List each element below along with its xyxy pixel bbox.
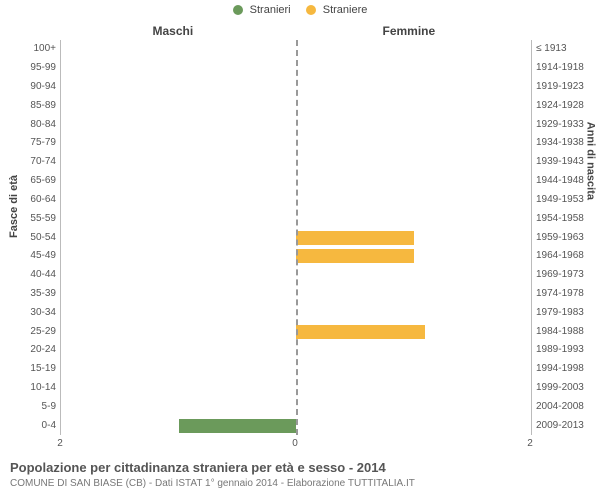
y-tick-age: 85-89	[30, 100, 56, 111]
y-tick-age: 35-39	[30, 288, 56, 299]
legend-male: Stranieri	[233, 4, 291, 16]
y-tick-birthyear: 1984-1988	[536, 326, 584, 337]
column-title-female: Femmine	[383, 24, 436, 38]
y-tick-birthyear: 1974-1978	[536, 288, 584, 299]
y-tick-birthyear: 1949-1953	[536, 194, 584, 205]
y-tick-birthyear: 1929-1933	[536, 119, 584, 130]
y-tick-birthyear: 1939-1943	[536, 156, 584, 167]
y-tick-birthyear: 2004-2008	[536, 401, 584, 412]
y-tick-birthyear: 1994-1998	[536, 363, 584, 374]
y-tick-birthyear: 1964-1968	[536, 250, 584, 261]
y-tick-birthyear: 1969-1973	[536, 269, 584, 280]
column-title-male: Maschi	[153, 24, 194, 38]
y-tick-birthyear: 2009-2013	[536, 420, 584, 431]
chart-area	[60, 40, 532, 435]
y-tick-age: 0-4	[42, 420, 56, 431]
y-tick-age: 60-64	[30, 194, 56, 205]
chart-container: Stranieri Straniere Maschi Femmine Fasce…	[0, 0, 600, 500]
x-tick: 2	[57, 438, 63, 449]
circle-icon	[233, 5, 243, 15]
y-tick-age: 70-74	[30, 156, 56, 167]
y-tick-age: 90-94	[30, 81, 56, 92]
y-tick-birthyear: 1944-1948	[536, 175, 584, 186]
y-tick-birthyear: 1979-1983	[536, 307, 584, 318]
y-tick-birthyear: 1934-1938	[536, 137, 584, 148]
y-axis-label-left: Fasce di età	[8, 175, 20, 238]
y-tick-birthyear: 1999-2003	[536, 382, 584, 393]
bar-female	[296, 231, 414, 245]
y-tick-birthyear: 1919-1923	[536, 81, 584, 92]
y-tick-age: 65-69	[30, 175, 56, 186]
bar-female	[296, 249, 414, 263]
y-tick-age: 5-9	[42, 401, 56, 412]
y-tick-age: 25-29	[30, 326, 56, 337]
y-tick-age: 50-54	[30, 232, 56, 243]
y-tick-age: 45-49	[30, 250, 56, 261]
y-axis-label-right: Anni di nascita	[584, 122, 596, 200]
legend-female-label: Straniere	[323, 4, 368, 16]
y-tick-age: 20-24	[30, 344, 56, 355]
y-tick-birthyear: 1914-1918	[536, 62, 584, 73]
bar-male	[179, 419, 297, 433]
legend-female: Straniere	[306, 4, 368, 16]
y-tick-birthyear: ≤ 1913	[536, 43, 567, 54]
legend-male-label: Stranieri	[250, 4, 291, 16]
center-axis	[296, 40, 298, 435]
y-tick-birthyear: 1989-1993	[536, 344, 584, 355]
y-tick-birthyear: 1954-1958	[536, 213, 584, 224]
y-tick-age: 100+	[33, 43, 56, 54]
x-tick: 2	[527, 438, 533, 449]
y-tick-age: 80-84	[30, 119, 56, 130]
caption-sub: COMUNE DI SAN BIASE (CB) - Dati ISTAT 1°…	[10, 478, 415, 489]
x-tick: 0	[292, 438, 298, 449]
y-tick-age: 55-59	[30, 213, 56, 224]
y-tick-age: 15-19	[30, 363, 56, 374]
y-tick-birthyear: 1959-1963	[536, 232, 584, 243]
y-tick-age: 30-34	[30, 307, 56, 318]
legend: Stranieri Straniere	[0, 4, 600, 16]
caption-title: Popolazione per cittadinanza straniera p…	[10, 460, 386, 475]
y-tick-age: 40-44	[30, 269, 56, 280]
bar-female	[296, 325, 425, 339]
y-tick-age: 75-79	[30, 137, 56, 148]
y-tick-age: 10-14	[30, 382, 56, 393]
y-tick-birthyear: 1924-1928	[536, 100, 584, 111]
circle-icon	[306, 5, 316, 15]
y-tick-age: 95-99	[30, 62, 56, 73]
